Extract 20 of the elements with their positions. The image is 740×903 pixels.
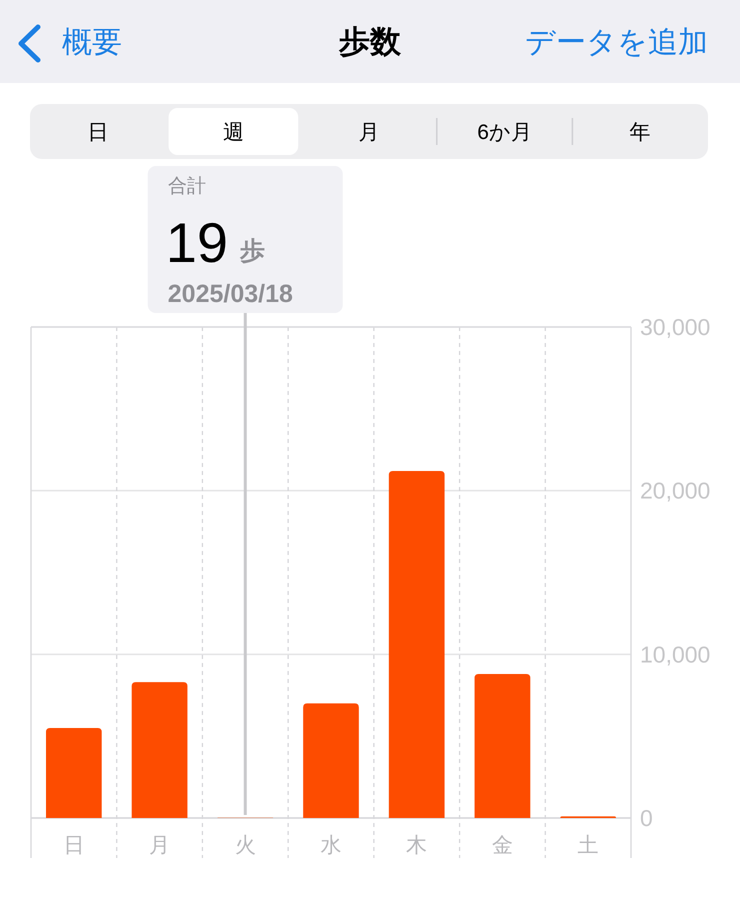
segment: 週 bbox=[222, 121, 244, 144]
xtick: 木 bbox=[406, 834, 428, 857]
ytick: 20,000 bbox=[640, 478, 710, 504]
xtick: 日 bbox=[63, 834, 84, 857]
back-label: 概要 bbox=[62, 26, 122, 59]
ytick: 30,000 bbox=[640, 314, 710, 340]
segment: 日 bbox=[87, 121, 108, 144]
ytick: 10,000 bbox=[640, 641, 710, 668]
segment: 6か月 bbox=[477, 121, 532, 144]
segment: 月 bbox=[358, 121, 380, 144]
add-data: データを追加 bbox=[525, 26, 708, 59]
xtick: 土 bbox=[578, 834, 599, 857]
ytick: 0 bbox=[640, 805, 653, 831]
xtick: 金 bbox=[492, 834, 513, 857]
segment: 年 bbox=[630, 121, 651, 144]
xtick: 火 bbox=[234, 834, 256, 857]
xtick: 月 bbox=[149, 834, 170, 857]
tooltip: 合計 19 歩 2025/03/18 bbox=[148, 166, 343, 313]
title: 歩数 bbox=[339, 24, 401, 59]
xtick: 水 bbox=[320, 834, 342, 857]
